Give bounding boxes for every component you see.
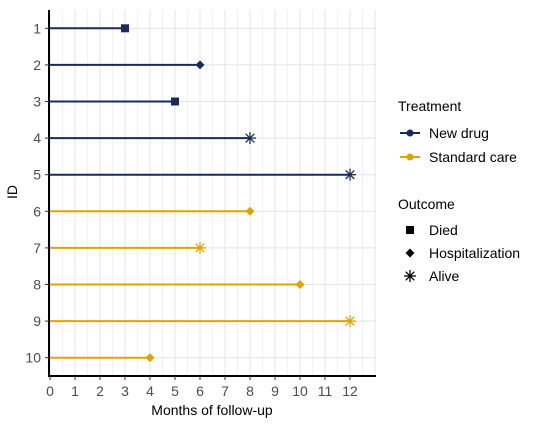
outcome-marker-6: [245, 206, 255, 216]
x-tick-label: 8: [246, 383, 254, 399]
marker-stroke: [345, 316, 355, 326]
x-tick-label: 10: [292, 383, 308, 399]
legend-label: Died: [429, 222, 458, 238]
x-tick-label: 9: [271, 383, 279, 399]
legend-key-square: [406, 226, 414, 234]
marker-stroke: [245, 133, 255, 143]
y-axis-label: ID: [4, 185, 20, 199]
series: [49, 24, 356, 363]
y-tick-label: 6: [33, 203, 41, 219]
y-tick-label: 9: [33, 313, 41, 329]
x-tick-label: 11: [318, 383, 333, 399]
x-tick-label: 0: [46, 383, 54, 399]
marker-stroke: [195, 243, 205, 253]
legend-key-point: [406, 153, 414, 161]
x-tick-label: 12: [342, 383, 358, 399]
marker-stroke: [345, 169, 355, 180]
y-tick-label: 5: [33, 167, 41, 183]
x-tick-label: 6: [196, 383, 204, 399]
legend-label: Hospitalization: [429, 245, 520, 261]
legend-key-diamond: [405, 248, 415, 258]
y-tick-label: 7: [33, 240, 41, 256]
legend-title-treatment: Treatment: [398, 98, 461, 114]
y-tick-label: 8: [33, 277, 41, 293]
outcome-marker-1: [121, 24, 129, 33]
x-axis-label: Months of follow-up: [151, 402, 273, 418]
outcome-marker-7: [194, 241, 206, 254]
legend: Treatment New drug Standard care Outcome Die…: [398, 98, 520, 284]
outcome-marker-5: [344, 168, 356, 181]
outcome-marker-9: [344, 315, 356, 328]
y-tick-label: 3: [33, 94, 41, 110]
grid: [49, 10, 376, 376]
outcome-marker-10: [145, 353, 155, 363]
outcome-marker-2: [195, 60, 205, 70]
x-tick-label: 2: [96, 383, 104, 399]
x-tick-label: 5: [171, 383, 179, 399]
legend-label: New drug: [429, 125, 489, 141]
outcome-marker-3: [171, 97, 179, 106]
x-tick-label: 7: [221, 383, 229, 399]
legend-title-outcome: Outcome: [398, 196, 455, 212]
marker-stroke: [405, 271, 415, 281]
x-tick-label: 4: [146, 383, 154, 399]
y-tick-label: 2: [33, 57, 41, 73]
y-tick-label: 4: [33, 130, 41, 146]
y-tick-label: 10: [25, 350, 41, 366]
outcome-marker-4: [244, 132, 256, 145]
x-tick-label: 1: [71, 383, 79, 399]
legend-label: Alive: [429, 268, 460, 284]
legend-key-asterisk: [404, 270, 416, 282]
legend-key-point: [406, 129, 414, 137]
legend-label: Standard care: [429, 149, 517, 165]
y-tick-label: 1: [33, 20, 41, 36]
x-tick-label: 3: [121, 383, 129, 399]
outcome-marker-8: [295, 280, 305, 289]
